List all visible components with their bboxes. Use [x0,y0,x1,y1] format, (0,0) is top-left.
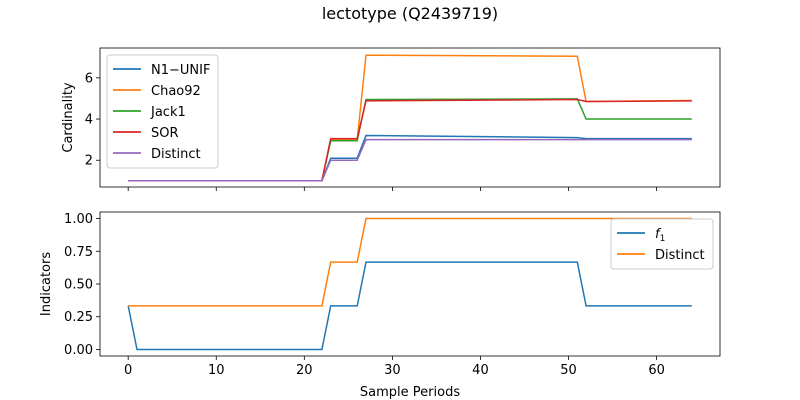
legend-label: Chao92 [151,84,201,99]
x-tick-label: 0 [124,363,132,378]
legend-label: Jack1 [150,105,186,120]
y-axis-label: Cardinality [61,82,76,153]
series-line-0-4 [128,138,692,182]
y-tick-label: 0.50 [64,278,93,293]
y-tick-label: 0.25 [64,310,93,325]
x-tick-label: 40 [472,363,489,378]
y-tick-label: 1.00 [64,212,93,227]
legend-box [106,54,219,169]
legend-label: Distinct [151,147,201,162]
indicators-panel: 0 10 20 30 40 50 60 0.00 0.25 0.50 0.75 1.00 Indicat… [39,211,721,400]
legend-box [610,218,714,270]
legend-label: N1−UNIF [151,63,210,78]
x-tick-label: 10 [208,363,225,378]
x-tick-label: 20 [296,363,313,378]
series-line-1-1 [128,217,692,307]
x-tick-label: 50 [560,363,577,378]
legend-label-subscript: 1 [660,234,666,244]
y-axis-label: Indicators [39,252,54,316]
y-tick-label: 2 [85,154,93,169]
legend-label: f1 [655,227,665,244]
x-axis-label: Sample Periods [360,385,460,400]
x-tick-label: 30 [384,363,401,378]
series-line-1-0 [127,261,692,351]
x-tick-label: 60 [648,363,665,378]
series-line-0-3 [128,98,692,182]
y-tick-label: 4 [85,113,93,128]
legend-label: SOR [151,126,179,141]
chart-title: lectotype (Q2439719) [322,4,498,23]
y-tick-label: 0.75 [64,245,93,260]
cardinality-panel: 2 4 6 Cardinality N1−UNIF Chao92 Jack1 SOR Disti… [61,47,721,191]
legend-label: Distinct [655,248,705,263]
plot-frame [99,47,721,188]
y-tick-label: 6 [85,71,93,86]
y-tick-label: 0.00 [64,343,93,358]
